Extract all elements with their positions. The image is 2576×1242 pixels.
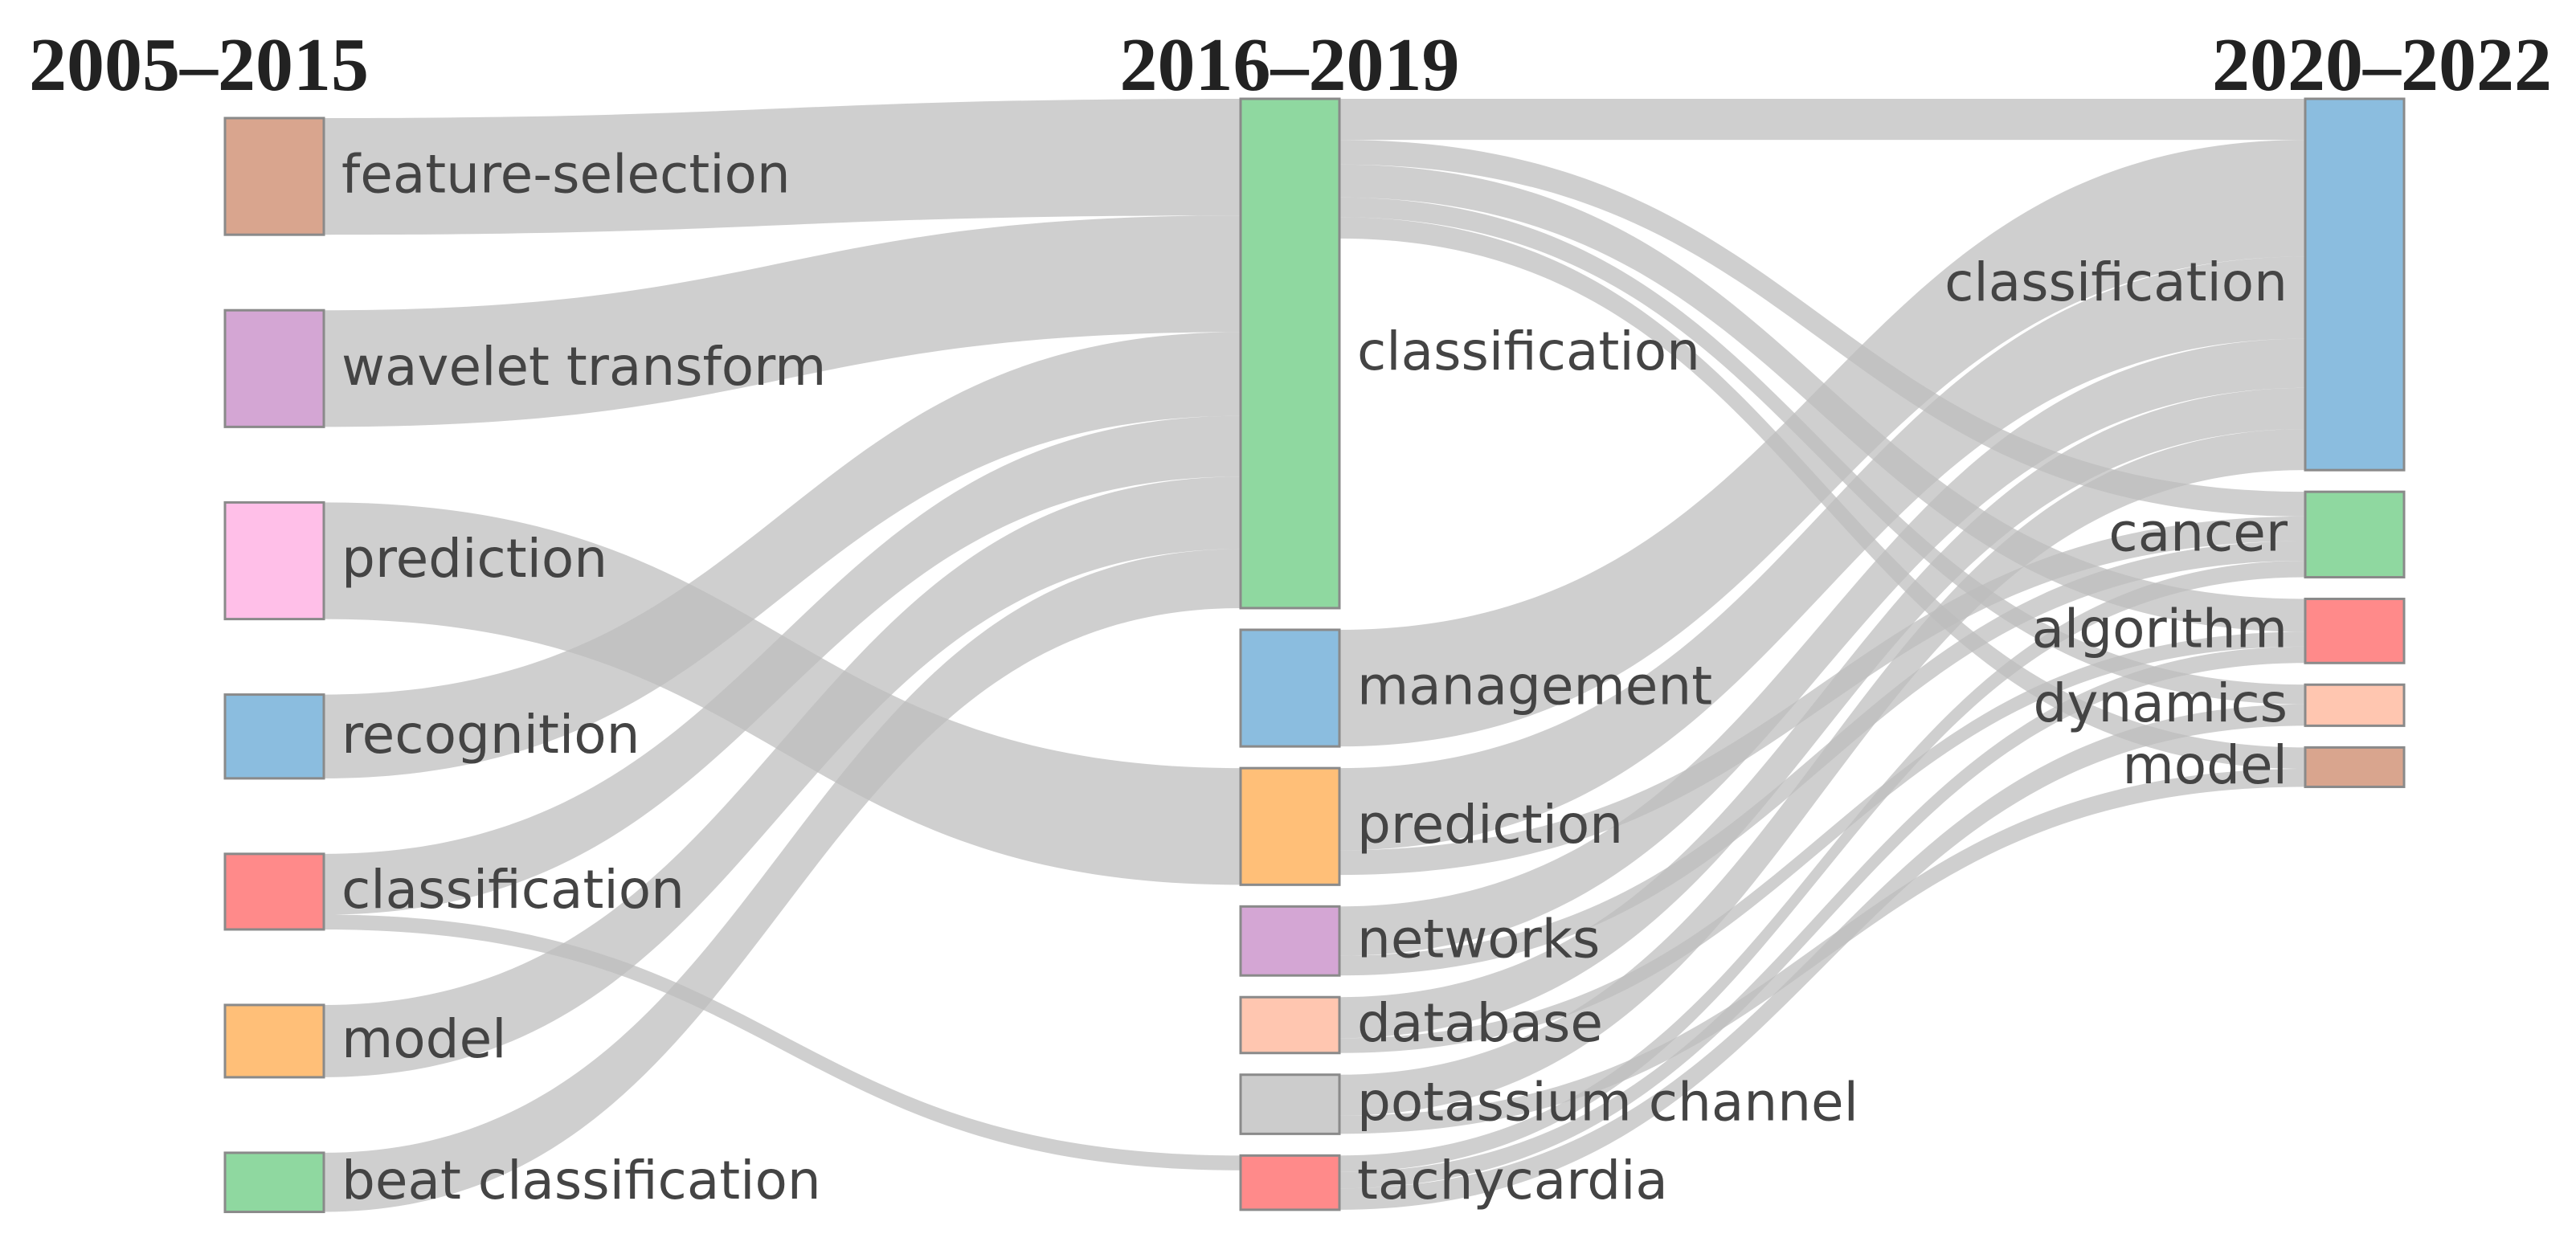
labels: feature-selection wavelet transform predic… (29, 23, 2552, 1211)
node (223, 500, 325, 621)
node-label: algorithm (2031, 598, 2288, 660)
flow-link (1339, 256, 2305, 851)
node-label: classification (341, 859, 685, 921)
node-label: recognition (341, 704, 640, 766)
node (223, 1151, 325, 1214)
flow-link (1339, 646, 2305, 1189)
flow-link (1339, 387, 2305, 1039)
node (223, 1003, 325, 1079)
node (1239, 628, 1341, 748)
node (2304, 683, 2406, 727)
node (2304, 746, 2406, 788)
node-label: model (2122, 734, 2288, 796)
flow-link (324, 415, 1241, 915)
node-label: classification (1357, 321, 1700, 382)
flow-link (324, 476, 1241, 1077)
node (223, 693, 325, 780)
node (223, 852, 325, 931)
node (2304, 97, 2406, 472)
node-label: classification (1944, 251, 2288, 313)
flow-link (324, 332, 1241, 778)
node (1239, 1154, 1341, 1211)
node (2304, 598, 2406, 664)
node (1239, 97, 1341, 610)
flow-link (1339, 704, 2305, 1210)
node-label: dynamics (2033, 672, 2288, 734)
node (2304, 490, 2406, 579)
node-label: tachycardia (1357, 1150, 1668, 1211)
node (223, 116, 325, 236)
flow-link (1339, 631, 2305, 1053)
column-title: 2020–2022 (2212, 23, 2552, 107)
flow-link (1339, 338, 2305, 956)
flow-link (324, 215, 1241, 427)
node-label: potassium channel (1357, 1072, 1858, 1134)
node (223, 308, 325, 428)
flow-link (324, 914, 1241, 1171)
node-label: database (1357, 992, 1603, 1054)
flow-link (1339, 140, 2305, 517)
column-title: 2016–2019 (1120, 23, 1460, 107)
node-label: networks (1357, 908, 1600, 970)
node-label: cancer (2108, 501, 2288, 563)
node (1239, 1073, 1341, 1135)
flow-link (1339, 429, 2305, 1116)
node-label: prediction (1357, 794, 1623, 856)
column-title: 2005–2015 (29, 23, 369, 107)
flow-link (324, 549, 1241, 1212)
flow-link (1339, 140, 2305, 747)
node (1239, 905, 1341, 977)
node (1239, 995, 1341, 1055)
node-label: prediction (341, 528, 607, 590)
node (1239, 766, 1341, 886)
nodes (223, 97, 2406, 1214)
node-label: management (1357, 656, 1712, 717)
flow-link (1339, 99, 2305, 141)
links (324, 99, 2305, 1212)
node-label: feature-selection (341, 144, 791, 206)
node-label: beat classification (341, 1150, 821, 1211)
node-label: model (341, 1008, 507, 1070)
flow-link (1339, 561, 2305, 1172)
node-label: wavelet transform (341, 336, 826, 398)
flow-link (324, 99, 1241, 235)
